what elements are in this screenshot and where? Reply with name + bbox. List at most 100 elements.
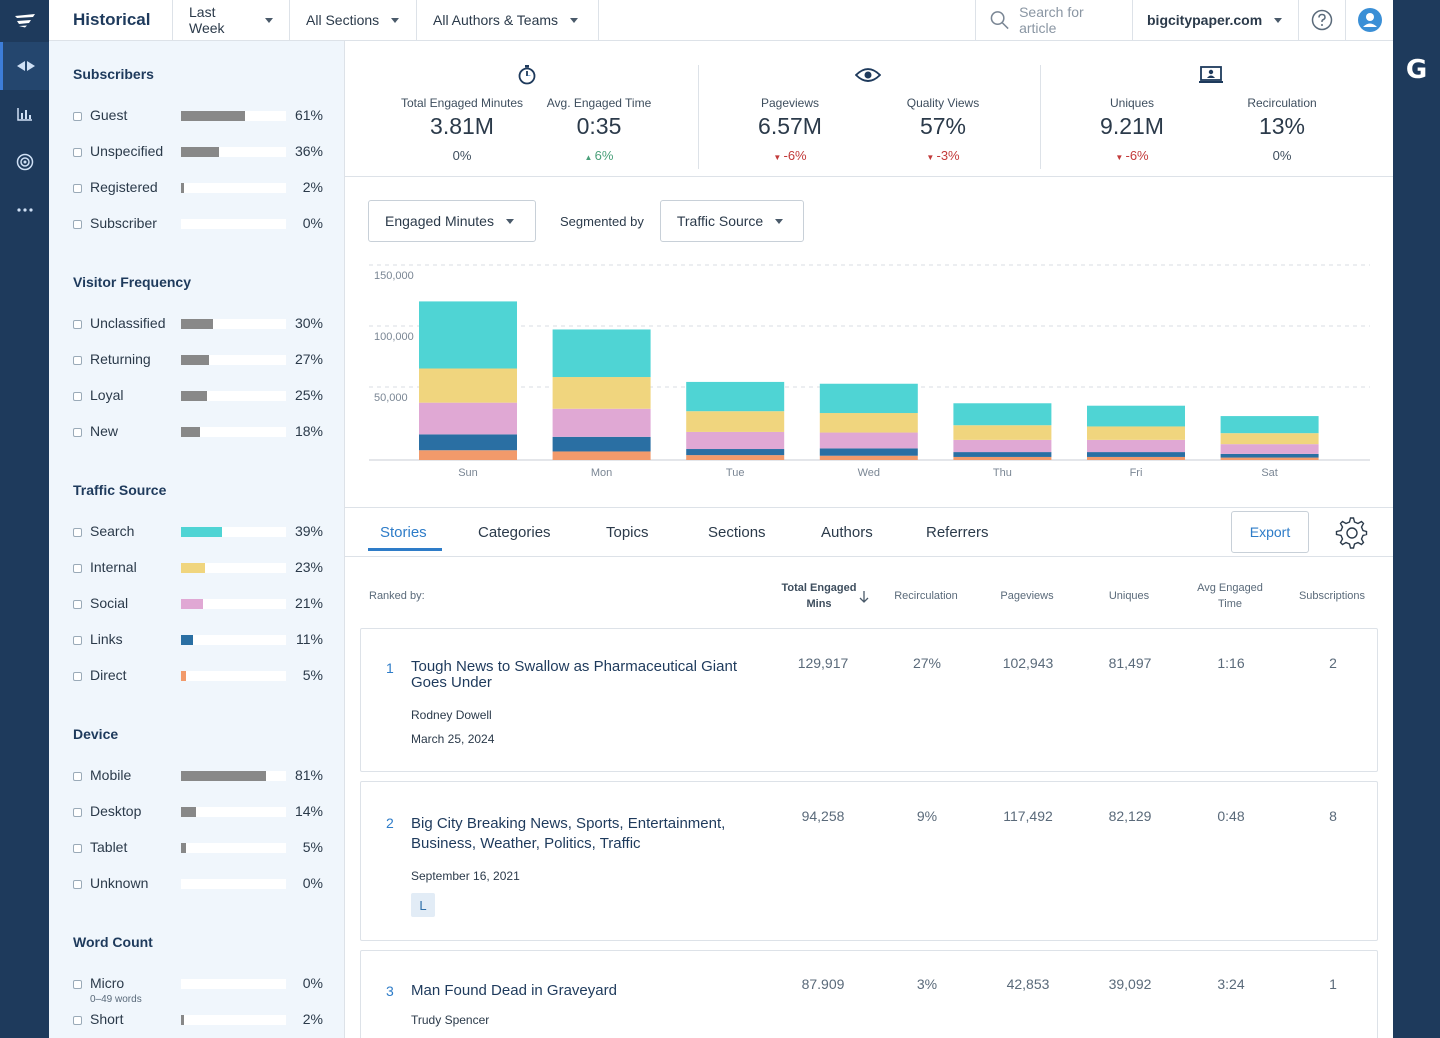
metric-select[interactable]: Engaged Minutes [368, 200, 536, 242]
checkbox[interactable] [73, 184, 82, 193]
filter-subscribers-item[interactable]: Registered 2% [73, 178, 323, 198]
stat-quality-views[interactable]: Quality Views 57% ▼ -3% [878, 96, 1008, 163]
story-row[interactable]: 2 Big City Breaking News, Sports, Enterta… [360, 781, 1378, 941]
bar-segment-links[interactable] [419, 434, 517, 451]
bar-segment-links[interactable] [1220, 453, 1319, 458]
bar-segment-search[interactable] [953, 403, 1052, 426]
more-nav-icon[interactable] [0, 186, 49, 234]
col-avg-engaged-time[interactable]: Avg Engaged Time [1197, 582, 1263, 610]
bar-segment-direct[interactable] [953, 456, 1052, 460]
checkbox[interactable] [73, 428, 82, 437]
filter-frequency-item[interactable]: Loyal 25% [73, 386, 323, 406]
bar-segment-direct[interactable] [686, 455, 785, 460]
bar-segment-links[interactable] [1087, 452, 1185, 457]
bar-segment-links[interactable] [953, 452, 1052, 457]
checkbox[interactable] [73, 772, 82, 781]
col-pageviews[interactable]: Pageviews [1000, 590, 1054, 602]
filter-device-item[interactable]: Mobile 81% [73, 766, 323, 786]
checkbox[interactable] [73, 528, 82, 537]
checkbox[interactable] [73, 1016, 82, 1025]
bar-chart-nav-icon[interactable] [0, 90, 49, 138]
bar-segment-social[interactable] [552, 408, 651, 437]
filter-subscribers-item[interactable]: Guest 61% [73, 106, 323, 126]
sort-arrow-down-icon[interactable] [859, 590, 869, 604]
bar-segment-search[interactable] [1220, 416, 1319, 434]
filter-traffic-item[interactable]: Direct 5% [73, 666, 323, 686]
authors-dropdown[interactable]: All Authors & Teams [417, 0, 599, 40]
col-recirculation[interactable]: Recirculation [894, 590, 958, 602]
filter-frequency-item[interactable]: New 18% [73, 422, 323, 442]
story-row[interactable]: 3 Man Found Dead in Graveyard Trudy Spence… [360, 950, 1378, 1038]
bar-segment-social[interactable] [1087, 439, 1185, 453]
checkbox[interactable] [73, 320, 82, 329]
checkbox[interactable] [73, 220, 82, 229]
filter-traffic-item[interactable]: Social 21% [73, 594, 323, 614]
checkbox[interactable] [73, 880, 82, 889]
story-title[interactable]: Man Found Dead in Graveyard [411, 982, 617, 999]
filter-wordcount-item[interactable]: Short 2% [73, 1010, 323, 1030]
filter-device-item[interactable]: Unknown 0% [73, 874, 323, 894]
user-avatar[interactable] [1346, 0, 1393, 40]
sections-dropdown[interactable]: All Sections [290, 0, 417, 40]
tab-topics[interactable]: Topics [606, 524, 649, 541]
checkbox[interactable] [73, 844, 82, 853]
bar-segment-social[interactable] [1220, 444, 1319, 454]
filter-frequency-item[interactable]: Returning 27% [73, 350, 323, 370]
bar-segment-direct[interactable] [1087, 456, 1185, 460]
tab-referrers[interactable]: Referrers [926, 524, 989, 541]
filter-traffic-item[interactable]: Internal 23% [73, 558, 323, 578]
story-author[interactable]: Trudy Spencer [411, 1013, 490, 1027]
segment-select[interactable]: Traffic Source [659, 200, 804, 242]
filter-wordcount-item[interactable]: Micro 0–49 words 0% [73, 974, 323, 1005]
help-button[interactable] [1299, 0, 1346, 40]
bar-segment-social[interactable] [686, 431, 785, 450]
stat-uniques[interactable]: Uniques 9.21M ▼ -6% [1067, 96, 1197, 163]
app-logo-icon[interactable] [0, 0, 49, 40]
filter-subscribers-item[interactable]: Subscriber 0% [73, 214, 323, 234]
bar-segment-search[interactable] [819, 383, 918, 414]
bar-segment-links[interactable] [819, 448, 918, 456]
filter-subscribers-item[interactable]: Unspecified 36% [73, 142, 323, 162]
story-title[interactable]: Big City Breaking News, Sports, Entertai… [411, 815, 726, 852]
export-button[interactable]: Export [1231, 511, 1309, 553]
stat-pageviews[interactable]: Pageviews 6.57M ▼ -6% [725, 96, 855, 163]
bar-segment-search[interactable] [686, 381, 785, 412]
tab-authors[interactable]: Authors [821, 524, 873, 541]
checkbox[interactable] [73, 112, 82, 121]
target-nav-icon[interactable] [0, 138, 49, 186]
tab-sections[interactable]: Sections [708, 524, 766, 541]
compass-nav-icon[interactable] [0, 42, 49, 90]
tab-stories[interactable]: Stories [380, 524, 427, 541]
tab-categories[interactable]: Categories [478, 524, 551, 541]
story-author[interactable]: Rodney Dowell [411, 708, 492, 722]
period-dropdown[interactable]: Last Week [173, 0, 290, 40]
bar-segment-search[interactable] [1087, 405, 1185, 427]
stat-avg-engaged-time[interactable]: Avg. Engaged Time 0:35 ▲ 6% [534, 96, 664, 163]
filter-traffic-item[interactable]: Search 39% [73, 522, 323, 542]
bar-segment-social[interactable] [419, 402, 517, 435]
story-row[interactable]: 1 Tough News to Swallow as Pharmaceutical… [360, 628, 1378, 772]
checkbox[interactable] [73, 808, 82, 817]
bar-segment-internal[interactable] [419, 368, 517, 403]
bar-segment-links[interactable] [552, 436, 651, 452]
checkbox[interactable] [73, 356, 82, 365]
bar-segment-search[interactable] [419, 301, 517, 369]
search-input[interactable]: Search for article [975, 0, 1133, 40]
checkbox[interactable] [73, 148, 82, 157]
bar-segment-direct[interactable] [552, 451, 651, 460]
col-uniques[interactable]: Uniques [1108, 590, 1150, 602]
site-dropdown[interactable]: bigcitypaper.com [1133, 0, 1299, 40]
checkbox[interactable] [73, 392, 82, 401]
settings-button[interactable] [1335, 516, 1369, 550]
bar-segment-internal[interactable] [1220, 433, 1319, 445]
col-subscriptions[interactable]: Subscriptions [1298, 590, 1366, 602]
bar-segment-search[interactable] [552, 329, 651, 378]
col-total-engaged-mins[interactable]: Total Engaged Mins [781, 582, 857, 610]
checkbox[interactable] [73, 600, 82, 609]
grammarly-icon[interactable]: G [1405, 55, 1428, 85]
bar-segment-direct[interactable] [819, 455, 918, 460]
filter-device-item[interactable]: Desktop 14% [73, 802, 323, 822]
bar-segment-social[interactable] [819, 432, 918, 449]
checkbox[interactable] [73, 636, 82, 645]
filter-traffic-item[interactable]: Links 11% [73, 630, 323, 650]
